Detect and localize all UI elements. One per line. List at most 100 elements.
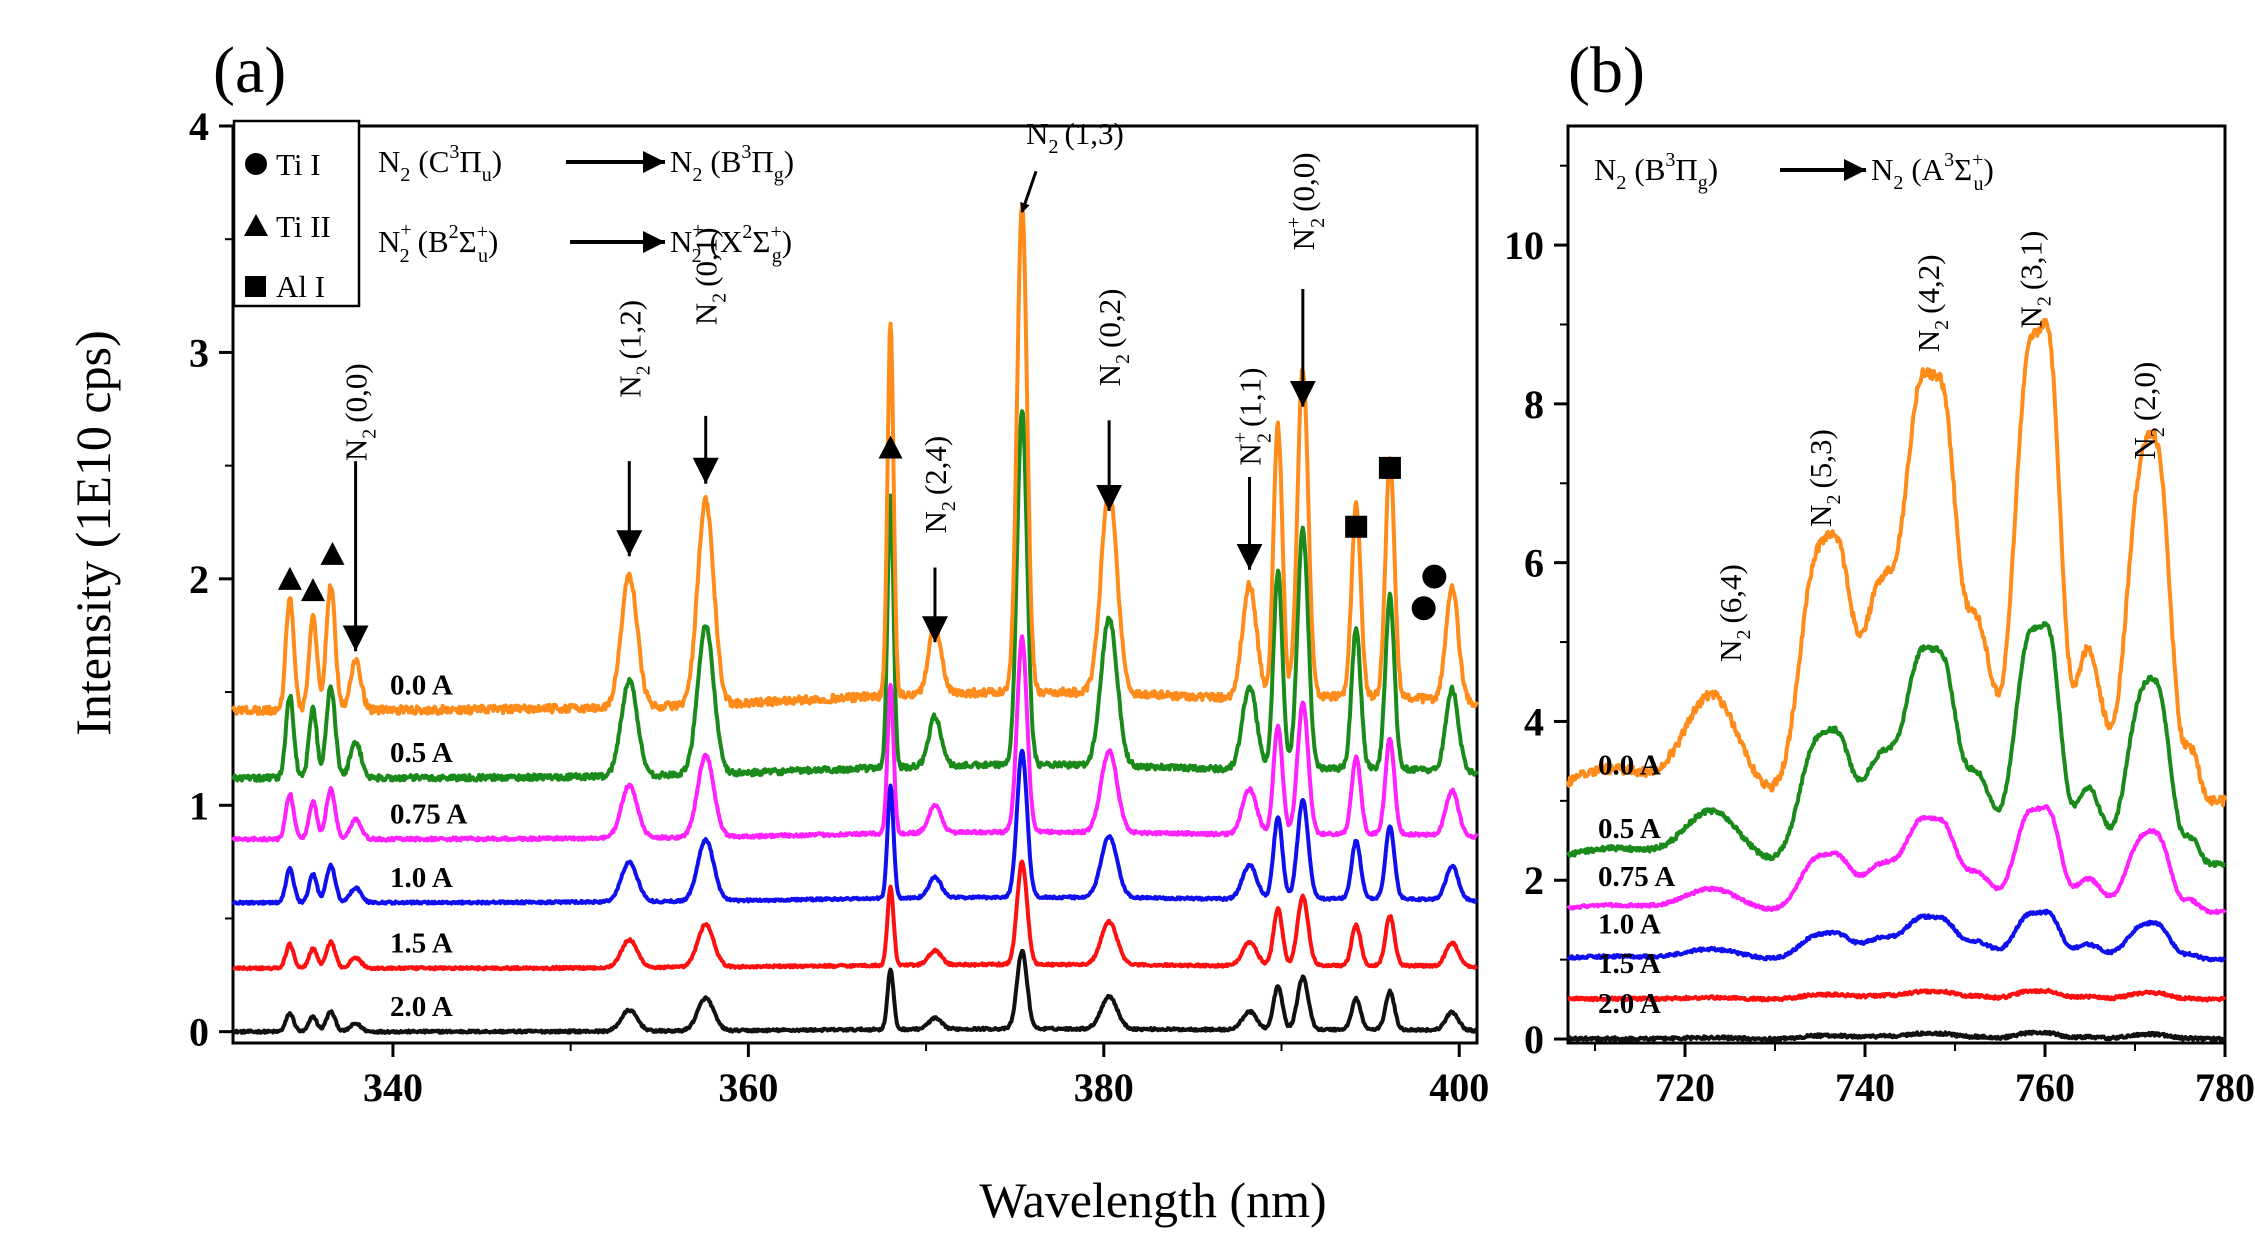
x-axis-title: Wavelength (nm) [979, 1172, 1326, 1228]
annotation-label-a-0: N2 (0,0) [339, 363, 381, 461]
tr-a1-l-state: (C [418, 144, 449, 179]
tr-a2-l-sup: 2 [449, 221, 459, 243]
annotation-sub: 2 [1823, 495, 1845, 505]
annotation-label-a-3: N2 (2,4) [918, 436, 960, 534]
legend-item-al-i: Al I [245, 269, 325, 304]
tr-a2-l-sub: 2 [400, 245, 410, 267]
plot-frame-a [231, 124, 1479, 1045]
y-tick-label-a-2: 2 [189, 557, 209, 602]
series-label-b-4: 1.5 A [1598, 948, 1661, 980]
annotation-a-7: N+ 2 (0,0) [1283, 152, 1329, 407]
annotation-a-5: N2 (0,2) [1092, 289, 1134, 511]
series-label-a-3: 1.0 A [390, 862, 453, 894]
annotation-sub: 2 [1112, 354, 1134, 364]
tr-b1-l-close: ) [1708, 152, 1718, 187]
transition-a1-left: N2 (C3Πu) [378, 141, 502, 186]
y-tick-label-a-0: 0 [189, 1010, 209, 1055]
annotation-rest: (3,1) [2014, 231, 2049, 290]
annotation-b-3: N2 (3,1) [2014, 231, 2056, 329]
y-tick-label-b-10: 10 [1504, 223, 1544, 268]
y-tick-label-a-3: 3 [189, 330, 209, 375]
y-tick-label-b-6: 6 [1524, 541, 1544, 586]
tr-a2-l-close: ) [488, 224, 498, 259]
tr-b1-r-term-sub: u [1973, 173, 1983, 195]
series-label-a-5: 2.0 A [390, 991, 453, 1023]
series-label-b-5: 2.0 A [1598, 988, 1661, 1020]
legend-triangle-marker [244, 214, 268, 236]
panel-b: 720 740 760 780 0 2 4 6 8 10 0.0 A 0.5 A 0.75 A 1.0 A… [1504, 124, 2255, 1110]
annotation-label-a-7: N+ 2 (0,0) [1283, 152, 1329, 250]
annotation-main: N [1233, 443, 1268, 465]
annotation-main: N [1026, 116, 1048, 151]
tr-b1-l-sup: 3 [1665, 149, 1675, 171]
annotation-main: N [918, 511, 953, 533]
x-tick-label-a-360: 360 [718, 1065, 778, 1110]
tr-a1-l-close: ) [492, 144, 502, 179]
legend-label-al-i: Al I [276, 269, 325, 304]
series-line-a-15A [231, 859, 1479, 972]
annotation-a-4: N2 (1,3) [1020, 116, 1124, 213]
tr-a2-l-state: (B [418, 224, 449, 259]
legend-box [232, 119, 361, 308]
tr-b1-r-n: N [1871, 152, 1893, 187]
transition-a2-left: N+ 2 (B2Σ+ u) [378, 219, 498, 267]
series-line-a-075A [231, 634, 1479, 843]
tr-a2-l-term-sub: u [478, 245, 488, 267]
series-line-a-10A [231, 748, 1479, 906]
y-tick-label-b-0: 0 [1524, 1017, 1544, 1062]
annotation-rest: (4,2) [1911, 254, 1946, 313]
tr-b1-r-term: Σ [1954, 152, 1972, 187]
tr-a2-r-term-sub: g [772, 245, 782, 267]
y-axis-title: Intensity (1E10 cps) [65, 330, 121, 735]
tr-b1-r-close: ) [1983, 152, 1993, 187]
series-label-b-1: 0.5 A [1598, 813, 1661, 845]
x-tick-label-a-340: 340 [363, 1065, 423, 1110]
series-line-b-10A [1566, 908, 2227, 963]
legend-label-ti-i: Ti I [276, 147, 321, 182]
transition-b1-left: N2 (B3Πg) [1594, 149, 1718, 194]
tr-a1-l-term: Π [459, 144, 481, 179]
tr-a1-r-n: N [670, 144, 692, 179]
annotation-rest: (1,3) [1064, 116, 1123, 151]
tr-a1-l-term-sub: u [482, 164, 492, 186]
annotation-label-a-1: N2 (1,2) [612, 300, 654, 398]
annotation-main: N [339, 439, 374, 461]
tr-b1-l-n: N [1594, 152, 1616, 187]
annotation-label-b-0: N2 (6,4) [1713, 564, 1755, 662]
annotation-b-4: N2 (2,0) [2127, 362, 2169, 460]
annotation-sub: 2 [1931, 320, 1953, 330]
annotation-main: N [2014, 306, 2049, 328]
marker-ti-ii-3 [878, 435, 903, 459]
annotation-main: N [612, 375, 647, 397]
annotation-a-3: N2 (2,4) [918, 436, 960, 643]
tr-a2-r-state: (X [710, 224, 743, 259]
series-label-a-0: 0.0 A [390, 669, 453, 701]
marker-ti-ii-2 [320, 541, 345, 565]
annotation-label-b-2: N2 (4,2) [1911, 254, 1953, 352]
tr-a2-r-term: Σ [752, 224, 770, 259]
annotation-rest: (2,0) [2127, 362, 2162, 421]
tr-a1-r-term: Π [751, 144, 773, 179]
y-tick-label-a-1: 1 [189, 783, 209, 828]
transition-a-line2: N+ 2 (B2Σ+ u) N+ 2 (X2Σ+ g) [378, 219, 792, 267]
marker-al-i-5 [1378, 456, 1401, 479]
annotation-sup: + [1230, 432, 1252, 443]
marker-ti-i-6 [1411, 596, 1436, 621]
annotation-label-b-4: N2 (2,0) [2127, 362, 2169, 460]
tr-a2-r-close: ) [782, 224, 792, 259]
annotation-label-a-2: N2(0,1) [689, 227, 731, 325]
x-tick-label-a-400: 400 [1429, 1065, 1489, 1110]
annotation-label-b-1: N2 (5,3) [1803, 429, 1845, 527]
tr-a1-l-sup: 3 [449, 141, 459, 163]
tr-b1-r-sup: 3 [1944, 149, 1954, 171]
series-label-b-3: 1.0 A [1598, 908, 1661, 940]
annotation-rest: (6,4) [1713, 564, 1748, 623]
transition-a2-right: N+ 2 (X2Σ+ g) [670, 219, 792, 267]
annotation-rest: (0,1) [689, 227, 724, 286]
y-tick-label-a-4: 4 [189, 104, 209, 149]
annotation-main: N [1092, 364, 1127, 386]
annotation-sub: 2 [1048, 136, 1058, 158]
y-tick-label-b-8: 8 [1524, 382, 1544, 427]
annotation-rest: (0,2) [1092, 289, 1127, 348]
